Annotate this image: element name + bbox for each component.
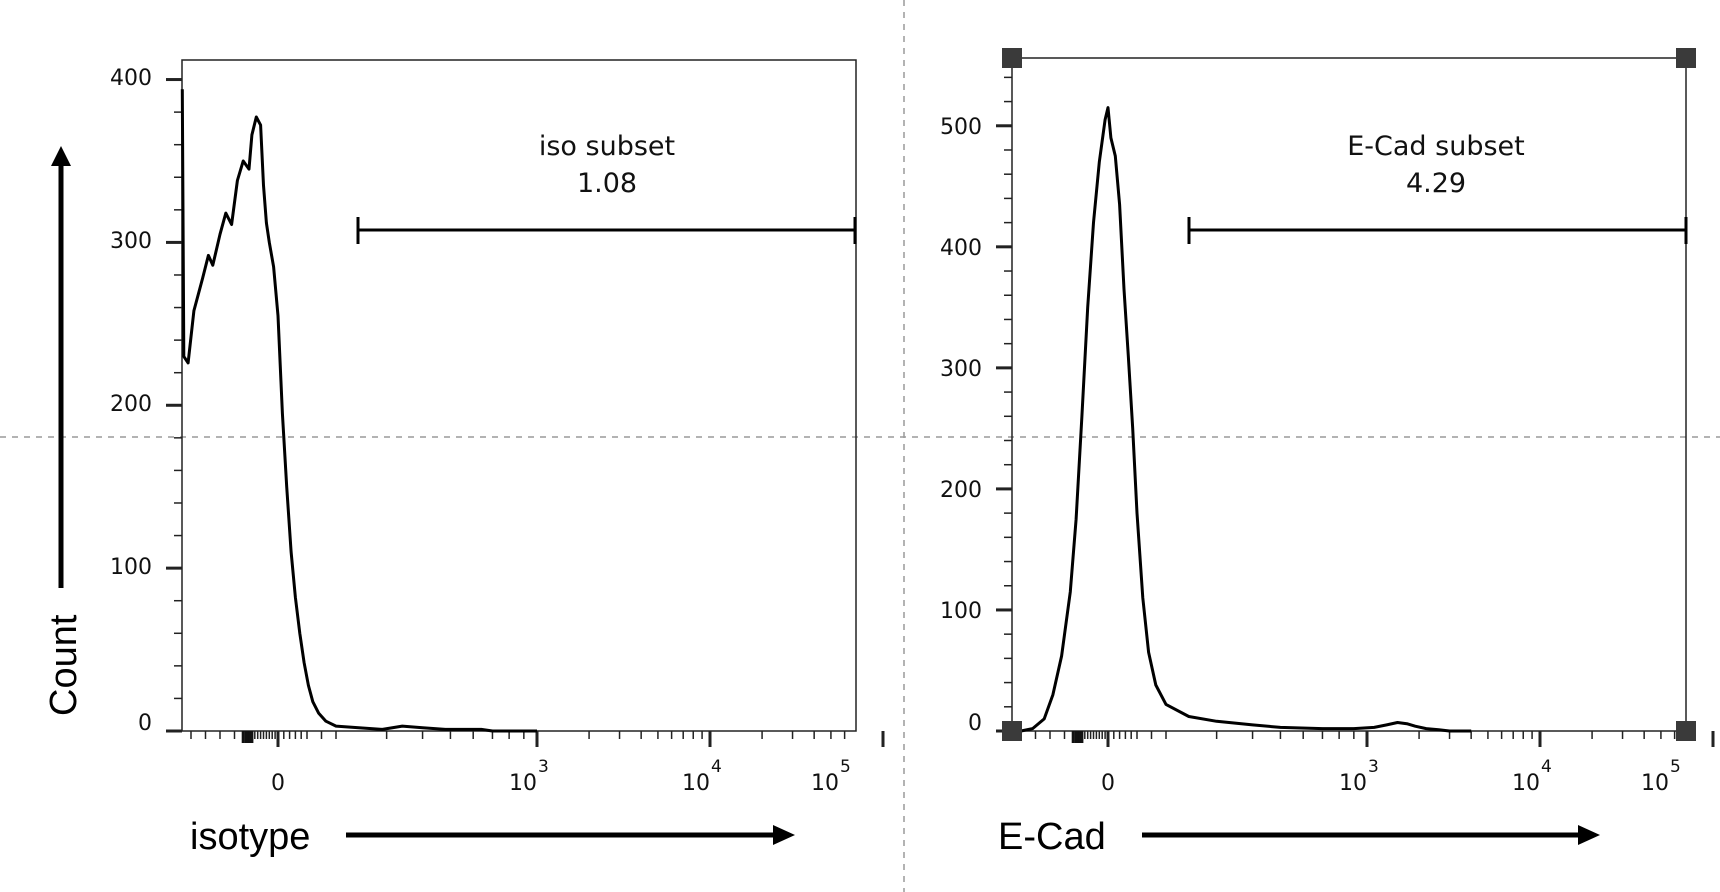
iso-subset-gate[interactable]	[356, 217, 857, 244]
svg-text:4: 4	[711, 757, 722, 777]
left-plot-frame	[181, 59, 857, 732]
isotype-axis-arrow	[346, 825, 795, 845]
left-ytick-label-400: 400	[110, 66, 152, 91]
svg-text:4: 4	[1541, 757, 1552, 777]
right-ytick-label-100: 100	[940, 599, 982, 624]
svg-text:10: 10	[1641, 771, 1669, 796]
ecad-subset-gate-value: 4.29	[1406, 168, 1466, 199]
svg-text:5: 5	[1670, 757, 1681, 777]
left-x-axis	[190, 731, 885, 747]
selection-handle-top-right[interactable]	[1676, 48, 1696, 68]
iso-subset-gate-name: iso subset	[539, 131, 675, 162]
svg-text:10: 10	[682, 771, 710, 796]
right-histogram-panel: 500 400 300 200 100 0 0 10 3 10 4 10 5 E…	[940, 48, 1715, 796]
svg-text:3: 3	[1368, 757, 1379, 777]
right-xtick-label-1e3: 10 3	[1339, 757, 1379, 796]
left-ytick-label-0: 0	[138, 711, 152, 736]
x-axis-title-isotype: isotype	[190, 816, 310, 858]
right-ytick-label-200: 200	[940, 478, 982, 503]
count-axis-arrow	[51, 146, 71, 588]
iso-subset-gate-value: 1.08	[577, 168, 637, 199]
right-xtick-label-0: 0	[1101, 771, 1115, 796]
x-axis-title-ecad: E-Cad	[998, 816, 1106, 858]
selection-handle-top-left[interactable]	[1002, 48, 1022, 68]
svg-text:10: 10	[811, 771, 839, 796]
ecad-subset-gate[interactable]	[1187, 217, 1688, 244]
svg-text:10: 10	[1339, 771, 1367, 796]
left-ytick-label-100: 100	[110, 555, 152, 580]
selection-handle-bottom-right[interactable]	[1676, 721, 1696, 741]
right-ytick-label-300: 300	[940, 357, 982, 382]
right-ytick-label-500: 500	[940, 115, 982, 140]
ecad-subset-gate-name: E-Cad subset	[1347, 131, 1525, 162]
left-xtick-label-1e5: 10 5	[811, 757, 851, 796]
left-ytick-label-200: 200	[110, 392, 152, 417]
right-ytick-label-0: 0	[968, 711, 982, 736]
left-ytick-label-300: 300	[110, 229, 152, 254]
ecad-histogram-line	[1012, 106, 1472, 733]
right-plot-frame	[1011, 57, 1687, 732]
svg-text:10: 10	[1512, 771, 1540, 796]
left-xtick-label-1e3: 10 3	[509, 757, 549, 796]
left-histogram-panel: 400 300 200 100 0 0 10 3 10 4 10 5 iso s…	[110, 59, 885, 796]
right-xtick-label-1e5: 10 5	[1641, 757, 1681, 796]
svg-text:3: 3	[538, 757, 549, 777]
y-axis-title-count: Count	[43, 614, 85, 716]
selection-handle-bottom-left[interactable]	[1002, 721, 1022, 741]
svg-text:10: 10	[509, 771, 537, 796]
ecad-axis-arrow	[1142, 825, 1600, 845]
right-xtick-label-1e4: 10 4	[1512, 757, 1552, 796]
right-x-axis	[1020, 731, 1715, 747]
right-ytick-label-400: 400	[940, 236, 982, 261]
isotype-histogram-line	[180, 89, 537, 733]
svg-text:5: 5	[840, 757, 851, 777]
left-xtick-label-1e4: 10 4	[682, 757, 722, 796]
left-xtick-label-0: 0	[271, 771, 285, 796]
right-y-axis	[996, 76, 1012, 733]
left-y-axis	[166, 78, 182, 733]
